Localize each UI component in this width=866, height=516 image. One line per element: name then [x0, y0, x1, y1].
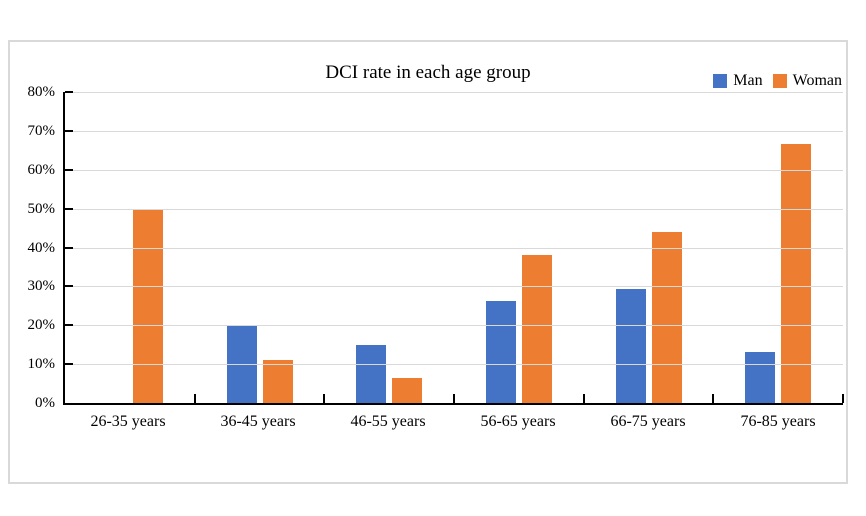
y-axis-label-40-: 40%	[27, 239, 56, 256]
legend-label-woman: Woman	[792, 72, 842, 89]
y-tick-80	[65, 91, 73, 93]
gridline-30	[65, 286, 843, 288]
gridline-50	[65, 208, 843, 210]
y-axis-label-60-: 60%	[27, 161, 56, 178]
x-axis-label-66-75-years: 66-75 years	[610, 413, 686, 430]
bar-man-66-75-years	[615, 289, 646, 403]
x-tick-6	[842, 394, 844, 403]
bar-woman-26-35-years	[132, 208, 163, 403]
y-tick-60	[65, 168, 73, 171]
legend-swatch-woman	[772, 74, 787, 88]
y-tick-10	[65, 363, 73, 366]
bar-woman-76-85-years	[781, 144, 812, 403]
legend-item-woman: Woman	[772, 72, 842, 90]
gridline-40	[65, 247, 843, 249]
bar-man-56-65-years	[485, 300, 516, 403]
bar-woman-46-55-years	[392, 377, 423, 403]
y-tick-20	[65, 324, 73, 327]
y-tick-40	[65, 246, 73, 249]
bar-woman-36-45-years	[262, 359, 293, 403]
bar-group-26-35-years	[65, 92, 195, 403]
bar-group-76-85-years	[713, 92, 843, 403]
gridline-20	[65, 325, 843, 327]
bar-man-76-85-years	[745, 352, 776, 403]
x-axis-label-46-55-years: 46-55 years	[350, 413, 426, 430]
y-axis-label-0-: 0%	[35, 395, 55, 411]
y-axis-label-70-: 70%	[27, 122, 56, 139]
y-axis-label-50-: 50%	[27, 200, 56, 217]
gridline-10	[65, 364, 843, 366]
gridline-70	[65, 130, 843, 132]
bar-group-66-75-years	[584, 92, 714, 403]
bar-woman-56-65-years	[521, 254, 552, 403]
y-tick-70	[65, 129, 73, 132]
y-axis-label-30-: 30%	[27, 278, 56, 295]
chart-title: DCI rate in each age group	[325, 62, 531, 83]
x-tick-5	[712, 394, 715, 403]
x-axis-label-76-85-years: 76-85 years	[740, 413, 816, 430]
bar-man-46-55-years	[356, 344, 387, 403]
y-tick-50	[65, 207, 73, 210]
plot-area	[63, 91, 844, 405]
x-axis-label-36-45-years: 36-45 years	[220, 413, 296, 430]
y-tick-30	[65, 285, 73, 288]
y-axis-label-10-: 10%	[27, 356, 56, 373]
bar-group-56-65-years	[454, 92, 584, 403]
chart-frame: DCI rate in each age group Man Woman 0% 10…	[8, 40, 848, 484]
gridline-80	[65, 92, 843, 93]
bar-woman-66-75-years	[651, 231, 682, 403]
bar-group-46-55-years	[324, 92, 454, 403]
x-axis-label-56-65-years: 56-65 years	[480, 413, 556, 430]
y-axis-label-20-: 20%	[27, 317, 56, 334]
x-axis: 26-35 years 36-45 years 46-55 years 56-65 y…	[63, 413, 843, 431]
legend: Man Woman	[713, 72, 842, 90]
y-axis-label-80-: 80%	[27, 84, 56, 100]
legend-swatch-man	[713, 74, 728, 88]
x-tick-2	[323, 394, 326, 403]
x-tick-3	[453, 394, 455, 403]
x-axis-label-26-35-years: 26-35 years	[90, 413, 166, 430]
legend-item-man: Man	[713, 72, 763, 90]
y-axis: 0% 10% 20% 30% 40% 50% 60% 70% 80%	[10, 42, 56, 482]
legend-label-man: Man	[733, 72, 763, 89]
x-tick-1	[193, 394, 196, 403]
x-tick-4	[582, 394, 585, 403]
gridline-60	[65, 169, 843, 171]
